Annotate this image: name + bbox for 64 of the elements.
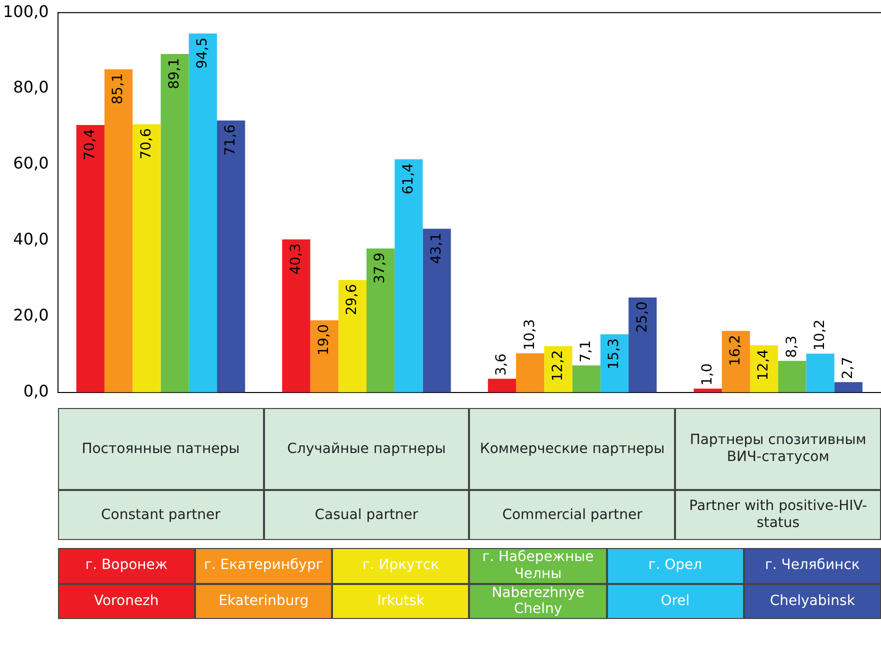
data-label: 8,3 bbox=[784, 336, 800, 358]
bar bbox=[516, 353, 544, 392]
bar bbox=[310, 320, 338, 392]
data-label: 37,9 bbox=[372, 252, 388, 284]
data-label: 40,3 bbox=[288, 243, 304, 275]
data-label: 61,4 bbox=[400, 163, 416, 194]
bar bbox=[488, 378, 516, 392]
bar bbox=[834, 382, 862, 392]
data-label: 7,1 bbox=[578, 340, 594, 362]
data-label: 19,0 bbox=[316, 324, 332, 356]
bar bbox=[160, 54, 189, 392]
bar bbox=[806, 354, 834, 392]
bar bbox=[338, 280, 367, 392]
data-label: 89,1 bbox=[166, 58, 182, 90]
data-label: 25,0 bbox=[634, 301, 650, 333]
bar bbox=[600, 334, 629, 392]
y-tick-label: 20,0 bbox=[13, 306, 49, 325]
text: г. Екатеринбург Ekaterinburg bbox=[204, 557, 324, 609]
text: г. Набережные Челны Naberezhnye Chelny bbox=[481, 548, 595, 620]
data-label: 2,7 bbox=[840, 356, 856, 380]
bar bbox=[394, 159, 423, 392]
category-label: Постоянные патнеры Constant partner bbox=[82, 440, 240, 523]
y-tick-label: 100,0 bbox=[2, 2, 49, 21]
bar bbox=[722, 330, 750, 392]
bar bbox=[366, 248, 395, 392]
data-label: 16,2 bbox=[728, 334, 744, 366]
text: г. Иркутск Irkutsk bbox=[362, 557, 440, 609]
data-label: 10,2 bbox=[812, 319, 828, 351]
data-label: 12,2 bbox=[550, 350, 566, 382]
bar bbox=[544, 346, 572, 392]
data-label: 70,4 bbox=[82, 128, 98, 160]
data-label: 3,6 bbox=[494, 353, 510, 376]
text: г. Орел Orel bbox=[648, 557, 702, 609]
text: г. Челябинск Chelyabinsk bbox=[764, 557, 860, 609]
data-label: 71,6 bbox=[222, 124, 239, 156]
data-label: 29,6 bbox=[344, 284, 360, 316]
y-tick-label: 40,0 bbox=[13, 230, 49, 249]
data-label: 15,3 bbox=[606, 338, 622, 370]
bar bbox=[422, 228, 451, 392]
data-label: 10,3 bbox=[522, 319, 538, 350]
data-label: 12,4 bbox=[756, 349, 772, 380]
y-tick-label: 60,0 bbox=[13, 154, 49, 173]
bar bbox=[750, 345, 778, 392]
bar bbox=[104, 69, 133, 392]
data-label: 43,1 bbox=[428, 232, 444, 264]
bar bbox=[628, 297, 657, 392]
category-label: Случайные партнеры Casual partner bbox=[287, 440, 446, 523]
bar bbox=[132, 124, 161, 392]
y-tick-label: 80,0 bbox=[13, 78, 49, 97]
category-label: Коммерческие партнеры Commercial partner bbox=[480, 440, 665, 523]
bar bbox=[694, 388, 722, 392]
bar bbox=[76, 125, 104, 392]
data-label: 85,1 bbox=[110, 73, 126, 104]
bar bbox=[778, 360, 806, 392]
bar bbox=[216, 120, 246, 392]
data-label: 1,0 bbox=[699, 363, 716, 386]
bar bbox=[572, 365, 600, 392]
bar bbox=[282, 239, 310, 392]
data-label: 94,5 bbox=[194, 37, 211, 69]
text: г. Воронеж Voronezh bbox=[85, 557, 168, 609]
data-label: 70,6 bbox=[138, 128, 154, 160]
category-label: Партнеры спозитивным ВИЧ-статусом Partner with positive-HIV-status bbox=[689, 432, 868, 531]
bar bbox=[188, 33, 217, 392]
y-tick-label: 0,0 bbox=[23, 382, 49, 401]
